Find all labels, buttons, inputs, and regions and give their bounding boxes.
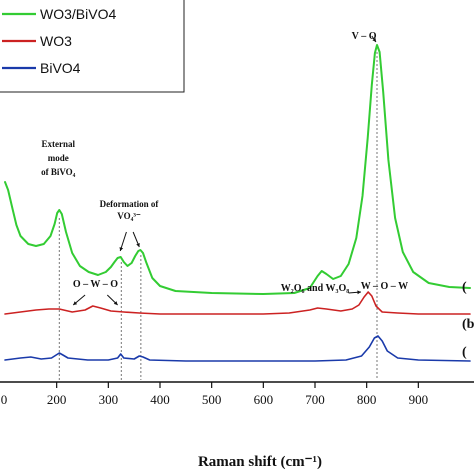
edge-label-1: (b xyxy=(462,317,474,332)
x-axis-title: Raman shift (cm⁻¹) xyxy=(198,454,322,470)
annotation-2-line-0: O – W – O xyxy=(73,279,118,290)
annotation-0-line-0: External xyxy=(42,139,76,149)
x-tick-label-500: 500 xyxy=(202,392,222,407)
annotation-0-line-1: mode xyxy=(48,153,69,163)
x-tick-label-400: 400 xyxy=(150,392,170,407)
legend-label-2: BiVO4 xyxy=(40,60,81,76)
edge-labels: ( (b ( xyxy=(462,280,474,360)
legend-box xyxy=(0,0,185,93)
x-ticks: 200 300 400 500 600 700 800 900 0 xyxy=(1,382,428,407)
annotations: External mode of BiVO₄ Deformation of VO₄³⁻ O… xyxy=(41,31,408,306)
series-layer xyxy=(4,44,471,362)
series-line-bivo4 xyxy=(4,335,471,362)
arrowhead-owo-left xyxy=(73,301,78,305)
legend-label-0: WO3/BiVO4 xyxy=(40,6,116,22)
x-tick-label-700: 700 xyxy=(305,392,325,407)
x-tick-label-800: 800 xyxy=(357,392,377,407)
arrowhead-deform-left xyxy=(119,247,124,251)
x-tick-label-200: 200 xyxy=(47,392,67,407)
legend-label-1: WO3 xyxy=(40,33,72,49)
guide-lines xyxy=(58,52,378,380)
annotation-3-line-0: W₂O₆ and W₃O₈ xyxy=(281,283,350,294)
x-tick-label-100: 0 xyxy=(1,392,8,407)
edge-label-0: ( xyxy=(462,280,467,295)
x-tick-label-300: 300 xyxy=(99,392,119,407)
arrowhead-vo xyxy=(372,38,376,42)
series-line-wo3-bivo4 xyxy=(4,44,471,295)
annotation-1-line-1: VO₄³⁻ xyxy=(117,211,141,221)
annotation-4-line-0: W – O – W xyxy=(361,281,408,292)
arrowhead-w2o6 xyxy=(357,290,361,295)
annotation-0-line-2: of BiVO₄ xyxy=(41,167,76,177)
series-line-wo3 xyxy=(4,291,471,315)
x-tick-label-600: 600 xyxy=(254,392,274,407)
x-tick-label-900: 900 xyxy=(409,392,429,407)
arrowhead-deform-right xyxy=(136,243,140,247)
arrowhead-owo-right xyxy=(113,301,118,305)
annotation-1-line-0: Deformation of xyxy=(100,199,160,209)
legend: WO3/BiVO4 WO3 BiVO4 xyxy=(0,0,185,93)
annotation-5-line-0: V – O xyxy=(352,31,377,42)
edge-label-2: ( xyxy=(462,345,467,360)
